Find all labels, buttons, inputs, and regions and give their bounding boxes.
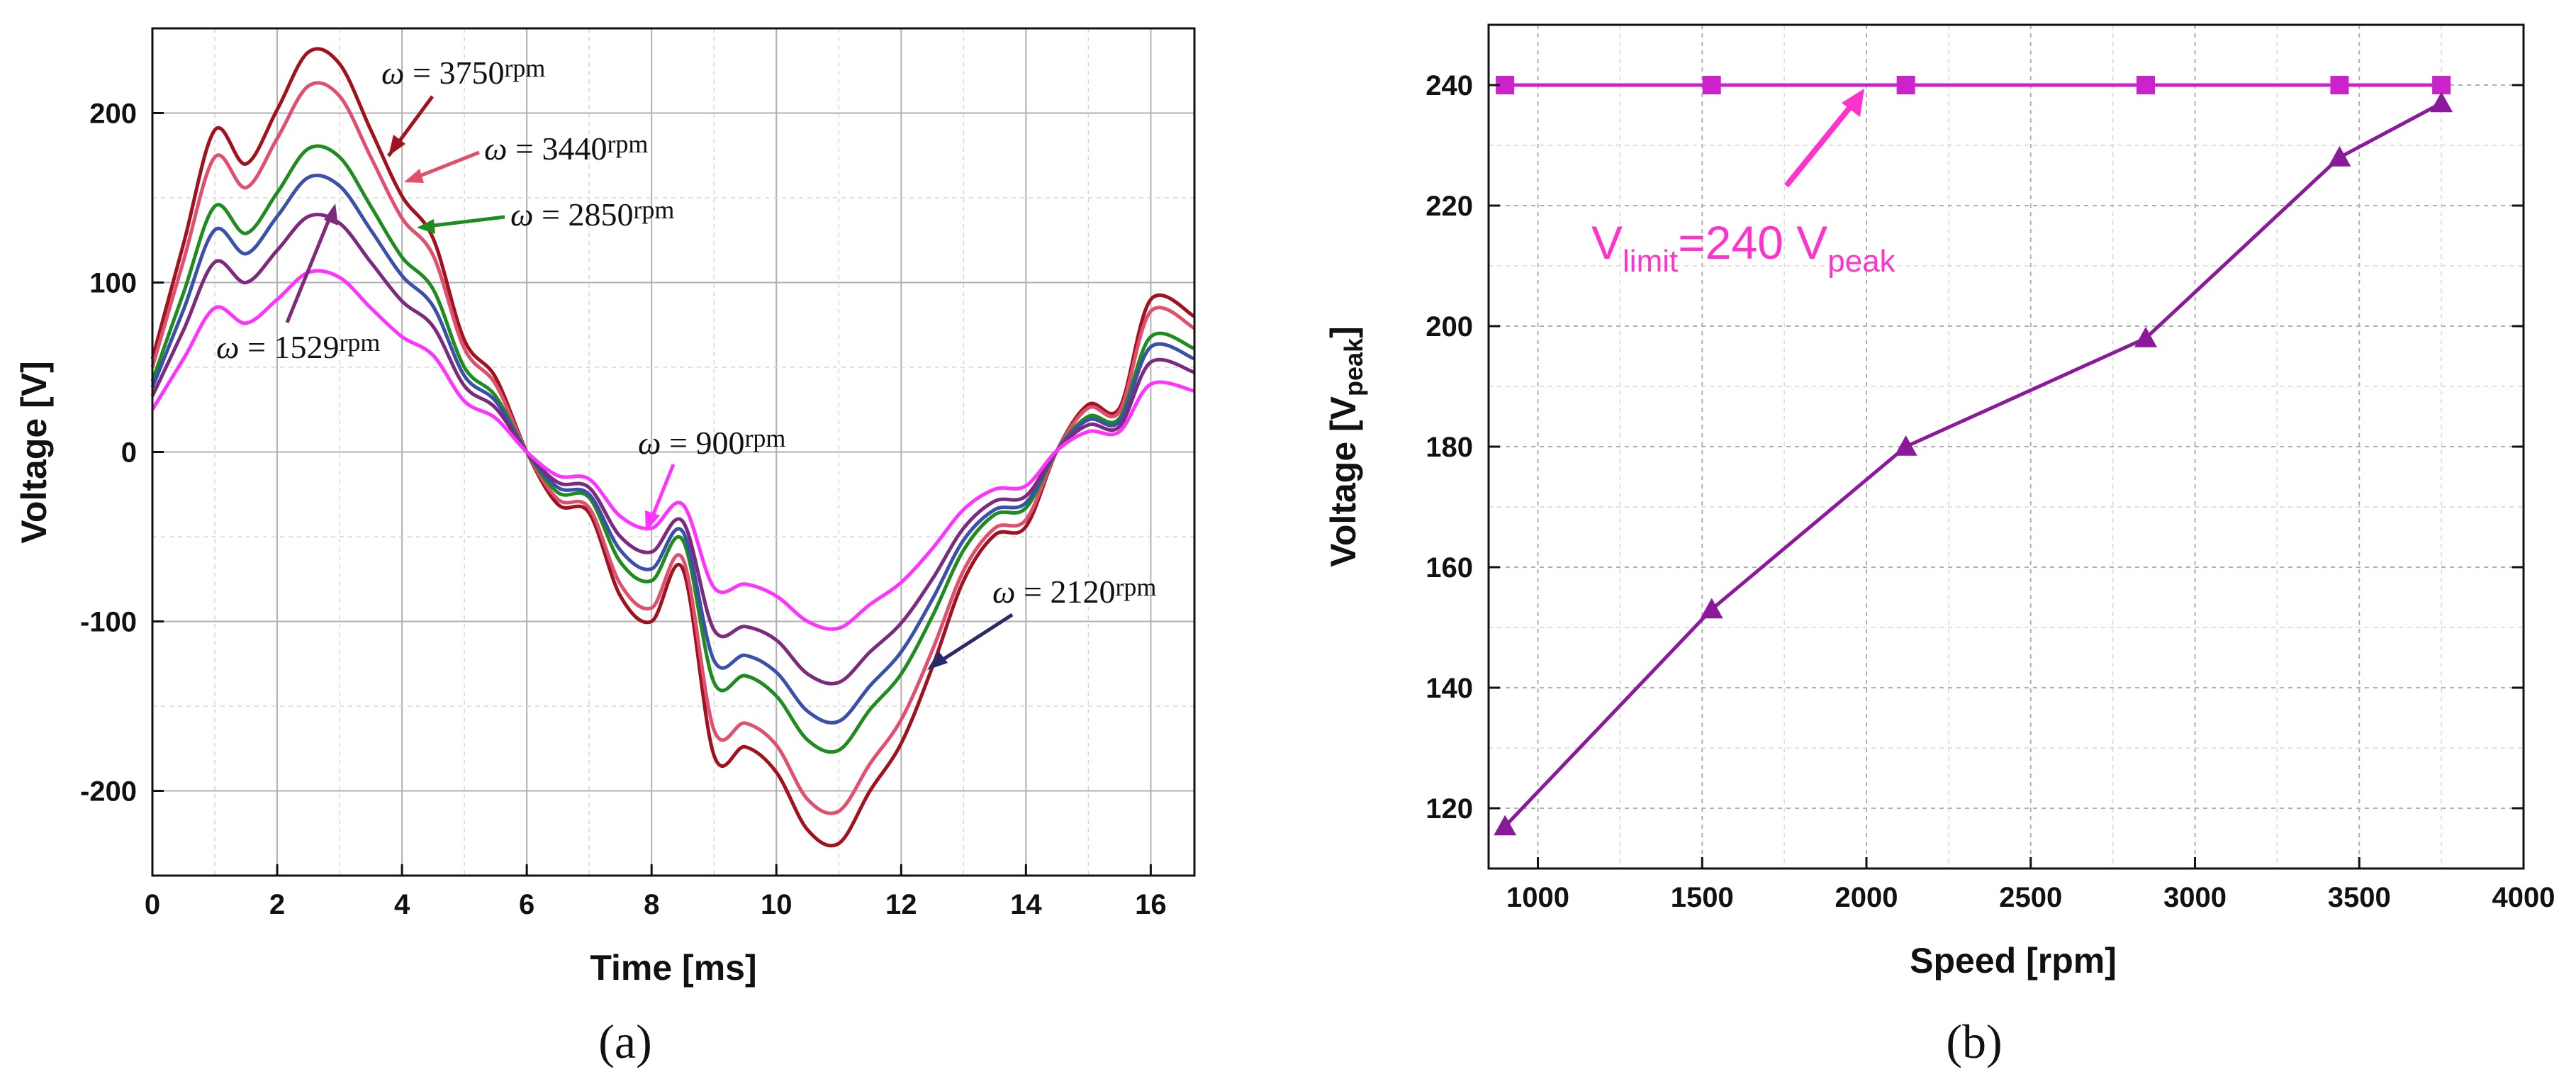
- svg-text:ω = 3440rpm: ω = 3440rpm: [484, 130, 648, 167]
- chart-a-ylabel: Voltage [V]: [14, 361, 54, 543]
- chart-a-series-line-5: [150, 269, 1195, 631]
- chart-a-xtick-label: 16: [1135, 889, 1167, 920]
- chart-a-xtick-label: 0: [145, 889, 160, 920]
- chart-a-xtick-label: 8: [644, 889, 659, 920]
- svg-text:ω = 2850rpm: ω = 2850rpm: [510, 196, 674, 233]
- annotation-2120: ω = 2120rpm: [927, 573, 1156, 670]
- chart-a-lines: [150, 47, 1196, 848]
- chart-a-xtick-label: 14: [1010, 889, 1042, 920]
- chart-a-xtick-label: 12: [885, 889, 917, 920]
- chart-b-panel-label: (b): [1946, 1015, 2002, 1068]
- chart-b-xtick-label: 3000: [2163, 882, 2227, 913]
- chart-a-series-line-2: [150, 144, 1195, 754]
- chart-b-ytick-label: 220: [1426, 191, 1473, 222]
- chart-b-marker-square-2: [1896, 76, 1915, 94]
- chart-a-ticks: 0 2 4 6 8 10 12 14 16 -200 -100 0 100 200: [80, 99, 1167, 921]
- chart-a-ytick-label: -100: [80, 607, 137, 638]
- chart-a-ytick-label: 0: [121, 437, 137, 469]
- chart-a-xtick-label: 4: [394, 889, 410, 920]
- chart-b-ticks: 1000 1500 2000 2500 3000 3500 4000 120 140 160 180…: [1426, 70, 2555, 913]
- chart-b-xtick-label: 1500: [1671, 882, 1734, 913]
- chart-b-ytick-label: 160: [1426, 552, 1473, 583]
- chart-a-xtick-label: 2: [269, 889, 285, 920]
- chart-b-xtick-label: 2000: [1835, 882, 1898, 913]
- chart-a-series-line-0: [150, 47, 1196, 848]
- chart-b-marker-triangle-2: [1894, 435, 1917, 456]
- chart-b-marker-triangle-1: [1700, 598, 1723, 619]
- chart-b-marker-square-3: [2136, 76, 2155, 94]
- chart-b: 1000 1500 2000 2500 3000 3500 4000 120 140 160 180…: [1323, 23, 2555, 1068]
- chart-a-ytick-label: 200: [89, 99, 137, 130]
- chart-b-xtick-label: 1000: [1506, 882, 1569, 913]
- annotation-3750: ω = 3750rpm: [381, 54, 545, 157]
- chart-a-series-line-4: [150, 213, 1195, 686]
- chart-b-ytick-label: 120: [1426, 793, 1473, 825]
- chart-b-ylabel: Voltage [Vpeak]: [1323, 326, 1368, 567]
- chart-b-xtick-label: 2500: [1999, 882, 2062, 913]
- annotation-1529: ω = 1529rpm: [216, 203, 380, 365]
- chart-a-panel-label: (a): [598, 1015, 651, 1068]
- chart-a-xlabel: Time [ms]: [590, 948, 756, 988]
- annotation-3440: ω = 3440rpm: [404, 130, 648, 183]
- chart-b-marker-triangle-4: [2328, 146, 2351, 167]
- chart-a-xtick-label: 6: [519, 889, 534, 920]
- chart-b-marker-square-5: [2432, 76, 2451, 94]
- vlimit-annotation: Vlimit=240 Vpeak: [1591, 89, 1896, 279]
- chart-a-ytick-label: -200: [80, 776, 137, 808]
- chart-a-series-line-3: [150, 173, 1195, 725]
- annotation-900: ω = 900rpm: [638, 424, 785, 532]
- chart-b-ytick-label: 180: [1426, 432, 1473, 463]
- chart-b-xtick-label: 4000: [2492, 882, 2555, 913]
- chart-b-xtick-label: 3500: [2328, 882, 2391, 913]
- annotation-2850: ω = 2850rpm: [417, 196, 674, 234]
- chart-b-marker-triangle-5: [2430, 91, 2453, 113]
- chart-b-series-line-1: [1503, 101, 2443, 828]
- chart-a: 0 2 4 6 8 10 12 14 16 -200 -100 0 100 200 Time [ms] V…: [14, 27, 1196, 1068]
- chart-a-xtick-label: 10: [761, 889, 793, 920]
- chart-b-marker-square-4: [2330, 76, 2349, 94]
- chart-b-marker-triangle-0: [1494, 815, 1517, 836]
- chart-b-ytick-label: 240: [1426, 70, 1473, 101]
- chart-b-ytick-label: 200: [1426, 311, 1473, 342]
- chart-a-ytick-label: 100: [89, 268, 137, 299]
- chart-a-series-line-1: [150, 81, 1196, 815]
- chart-b-marker-triangle-3: [2134, 327, 2157, 347]
- chart-b-ytick-label: 140: [1426, 673, 1473, 704]
- chart-b-marker-square-1: [1702, 76, 1721, 94]
- chart-b-xlabel: Speed [rpm]: [1910, 941, 2117, 981]
- svg-text:ω = 2120rpm: ω = 2120rpm: [992, 573, 1156, 610]
- svg-text:ω = 3750rpm: ω = 3750rpm: [381, 54, 545, 91]
- svg-text:Vlimit=240 Vpeak: Vlimit=240 Vpeak: [1591, 216, 1896, 279]
- svg-text:ω = 1529rpm: ω = 1529rpm: [216, 328, 380, 365]
- svg-text:ω = 900rpm: ω = 900rpm: [638, 424, 785, 461]
